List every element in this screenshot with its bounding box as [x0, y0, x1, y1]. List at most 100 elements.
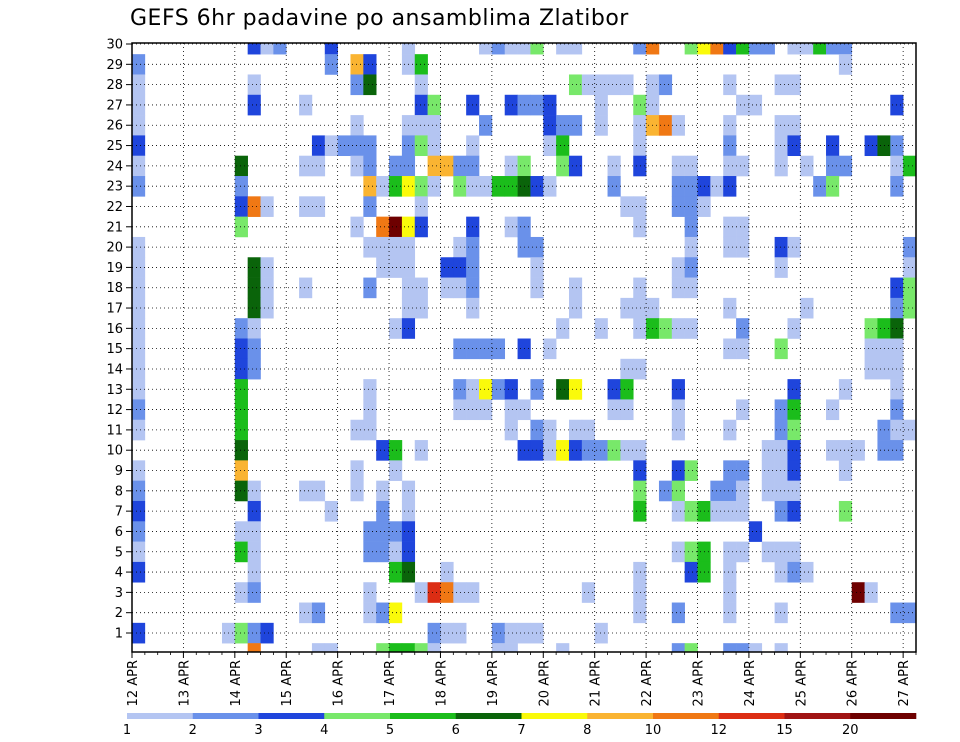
heatmap-cell — [363, 521, 377, 542]
heatmap-cell — [838, 500, 853, 522]
heatmap-cell — [247, 338, 261, 360]
heatmap-cell — [633, 582, 647, 603]
heatmap-cell — [132, 460, 146, 481]
heatmap-cell — [620, 74, 634, 96]
heatmap-cell — [684, 277, 698, 299]
heatmap-cell — [414, 216, 428, 238]
heatmap-cell — [453, 379, 467, 400]
heatmap-cell — [723, 115, 737, 136]
heatmap-cell — [787, 399, 801, 421]
heatmap-cell — [504, 379, 518, 400]
heatmap-cell — [427, 622, 441, 644]
heatmap-cell — [787, 115, 801, 136]
heatmap-cell — [247, 582, 261, 603]
heatmap-cell — [234, 480, 248, 502]
heatmap-cell — [414, 176, 428, 197]
heatmap-cell — [376, 176, 390, 197]
y-tick-label: 6 — [115, 525, 123, 540]
heatmap-cell — [684, 500, 698, 522]
heatmap-cell — [607, 379, 621, 400]
heatmap-cell — [903, 297, 917, 319]
heatmap-cell — [363, 135, 377, 157]
heatmap-cell — [787, 561, 801, 583]
heatmap-cell — [774, 155, 788, 177]
heatmap-cell — [234, 440, 248, 461]
y-tick-label: 30 — [106, 38, 123, 53]
heatmap-cell — [736, 43, 750, 55]
heatmap-cell — [247, 318, 261, 339]
heatmap-cell — [299, 480, 313, 502]
heatmap-cell — [594, 440, 608, 461]
legend-swatch — [390, 713, 457, 719]
heatmap-cell — [504, 643, 518, 653]
heatmap-cell — [556, 440, 570, 461]
heatmap-cell — [787, 419, 801, 441]
y-tick-label: 18 — [106, 281, 123, 296]
heatmap-cell — [324, 43, 338, 55]
heatmap-cell — [633, 43, 647, 55]
heatmap-cell — [376, 541, 390, 563]
heatmap-cell — [556, 318, 570, 339]
heatmap-cell — [311, 480, 326, 502]
heatmap-cell — [414, 297, 428, 319]
heatmap-cell — [389, 643, 403, 653]
heatmap-cell — [247, 541, 261, 563]
y-tick-label: 23 — [106, 180, 123, 195]
y-tick-label: 24 — [106, 159, 123, 174]
heatmap-cell — [530, 277, 544, 299]
heatmap-cell — [543, 94, 557, 116]
heatmap-cell — [671, 277, 685, 299]
x-tick-label: 22 APR — [640, 660, 655, 706]
plot-frame — [131, 42, 917, 653]
heatmap-cell — [684, 196, 698, 217]
heatmap-cell — [132, 94, 146, 116]
heatmap-cell — [389, 176, 403, 197]
heatmap-cell — [787, 318, 801, 339]
heatmap-cell — [787, 236, 801, 258]
heatmap-cell — [864, 318, 878, 339]
heatmap-cell — [607, 440, 621, 461]
heatmap-cell — [132, 74, 146, 96]
heatmap-cell — [414, 74, 428, 96]
heatmap-cell — [299, 94, 313, 116]
heatmap-cell — [633, 440, 647, 461]
heatmap-cell — [556, 135, 570, 157]
heatmap-cell — [774, 480, 788, 502]
heatmap-cell — [479, 379, 493, 400]
y-tick-label: 21 — [106, 220, 123, 235]
heatmap-cell — [684, 643, 698, 653]
color-legend: 1 2 3 4 5 6 7 8 10 12 15 20 — [123, 713, 917, 738]
heatmap-cell — [363, 602, 377, 624]
x-tick-label: 13 APR — [177, 660, 192, 706]
heatmap-cell — [234, 358, 248, 380]
heatmap-cell — [530, 257, 544, 278]
heatmap-cell — [311, 602, 326, 624]
heatmap-cell — [761, 43, 775, 55]
heatmap-cell — [543, 440, 557, 461]
heatmap-cell — [132, 622, 146, 644]
heatmap-cell — [350, 74, 364, 96]
heatmap-cell — [774, 236, 788, 258]
heatmap-cell — [530, 440, 544, 461]
heatmap-cell — [247, 480, 261, 502]
heatmap-cell — [491, 379, 506, 400]
heatmap-cell — [658, 480, 673, 502]
x-tick-label: 27 APR — [897, 660, 912, 706]
heatmap-cell — [234, 622, 248, 644]
chart-title: GEFS 6hr padavine po ansamblima Zlatibor — [130, 6, 629, 31]
heatmap-cell — [748, 521, 763, 542]
heatmap-cell — [633, 297, 647, 319]
heatmap-cell — [234, 155, 248, 177]
heatmap-cell — [376, 480, 390, 502]
heatmap-cell — [671, 196, 685, 217]
heatmap-cell — [864, 582, 878, 603]
heatmap-cell — [633, 196, 647, 217]
heatmap-cell — [684, 216, 698, 238]
heatmap-cell — [723, 236, 737, 258]
x-tick-label: 14 APR — [229, 660, 244, 706]
heatmap-cell — [684, 236, 698, 258]
heatmap-cell — [826, 43, 840, 55]
heatmap-cell — [132, 541, 146, 563]
y-tick-label: 20 — [106, 241, 123, 256]
heatmap-cell — [787, 500, 801, 522]
